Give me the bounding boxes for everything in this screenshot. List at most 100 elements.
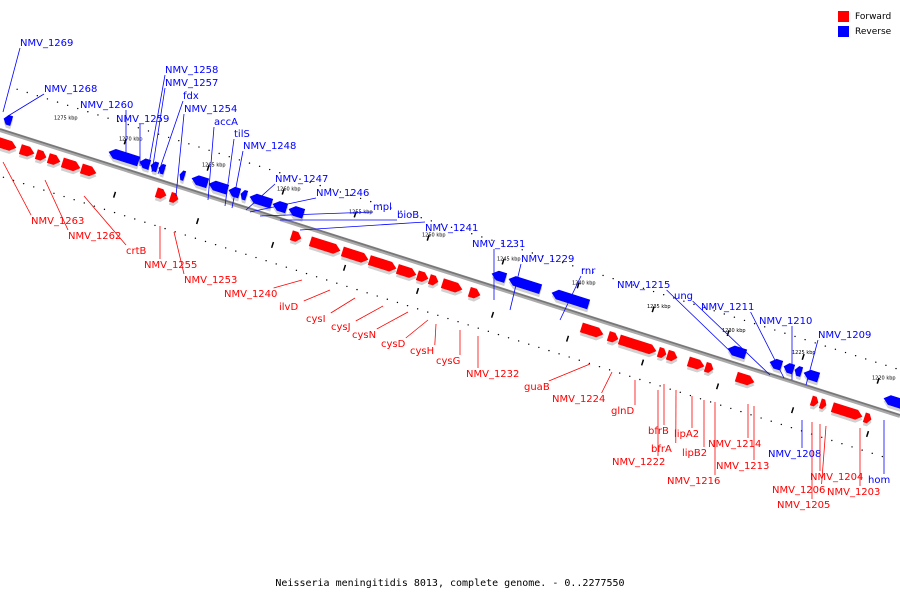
- scale-dot: [265, 260, 267, 262]
- gene-label: cysN: [352, 330, 376, 341]
- gene-leader-line: [147, 74, 166, 171]
- major-tick: [876, 377, 880, 384]
- scale-dot: [548, 349, 550, 352]
- scale-dot: [740, 410, 742, 413]
- scale-dot: [733, 316, 736, 318]
- scale-dot: [339, 191, 342, 193]
- gene-face: [3, 114, 14, 126]
- scale-dot: [329, 188, 332, 190]
- gene-label: glnD: [611, 406, 634, 417]
- scale-dot: [127, 123, 129, 126]
- scale-dot: [881, 455, 884, 458]
- scale-dot: [467, 324, 469, 326]
- gene-face: [395, 264, 417, 278]
- scale-dot: [652, 290, 655, 293]
- gene-label: NMV_1254: [184, 104, 237, 115]
- reverse-swatch: [838, 26, 849, 37]
- scale-dot: [642, 287, 645, 290]
- scale-dot: [501, 242, 503, 245]
- reverse-gene: [769, 358, 784, 374]
- gene-label: guaB: [524, 382, 550, 393]
- scale-dot: [713, 310, 715, 312]
- major-tick: [415, 287, 420, 295]
- scale-dot: [63, 195, 65, 198]
- gene-label: NMV_1222: [612, 457, 665, 468]
- scale-dot: [865, 358, 867, 360]
- scale-dot: [497, 333, 500, 336]
- scale-dot: [349, 194, 352, 196]
- scale-dot: [315, 276, 318, 278]
- gene-label: NMV_1224: [552, 394, 605, 405]
- scale-dot: [390, 207, 392, 209]
- gene-label: NMV_1257: [165, 78, 218, 89]
- major-tick: [206, 164, 210, 171]
- gene-face: [794, 366, 804, 377]
- scale-dot: [33, 186, 35, 188]
- gene-label: NMV_1213: [716, 461, 769, 472]
- forward-gene: [308, 236, 341, 257]
- scale-dot: [380, 204, 382, 206]
- scale-dot: [268, 168, 271, 171]
- scale-dot: [386, 298, 389, 300]
- gene-label: bfrB: [648, 426, 669, 437]
- gene-face: [79, 163, 97, 177]
- gene-label: cysG: [436, 356, 460, 367]
- scale-dot: [720, 404, 722, 406]
- scale-dot: [460, 229, 463, 232]
- scale-dot: [406, 304, 409, 307]
- scale-dot: [275, 263, 277, 265]
- gene-label: NMV_1246: [316, 188, 369, 199]
- scale-dot: [430, 220, 433, 222]
- gene-leader-line: [330, 297, 356, 314]
- scale-dot: [400, 210, 402, 212]
- scale-dot: [693, 303, 695, 306]
- forward-gene: [686, 356, 705, 373]
- forward-gene: [367, 254, 397, 275]
- scale-dot: [491, 239, 493, 241]
- scale-dot: [531, 252, 534, 254]
- major-tick: [270, 241, 275, 249]
- scale-dot: [528, 343, 530, 345]
- scale-dot: [113, 211, 116, 214]
- scale-dot: [103, 208, 106, 211]
- scale-dot: [46, 98, 49, 100]
- scale-dot: [376, 295, 378, 297]
- gene-label: NMV_1214: [708, 439, 761, 450]
- scale-dot: [538, 346, 540, 349]
- gene-face: [809, 395, 819, 407]
- gene-leader-line: [405, 319, 429, 339]
- forward-gene: [809, 395, 819, 410]
- reverse-gene: [179, 170, 187, 185]
- scale-dot: [774, 329, 776, 331]
- scale-tick-label: 1260 kbp: [277, 187, 301, 193]
- backbone-shadow: [0, 128, 900, 418]
- scale-dot: [541, 255, 544, 257]
- scale-dot: [396, 301, 399, 304]
- scale-dot: [612, 277, 614, 280]
- forward-gene: [734, 371, 755, 389]
- gene-face: [830, 402, 863, 420]
- scale-dot: [750, 414, 752, 416]
- forward-gene: [703, 361, 714, 377]
- scale-dot: [669, 388, 671, 390]
- gene-leader-line: [666, 289, 735, 356]
- reverse-gene: [208, 180, 230, 198]
- scale-dot: [440, 223, 443, 225]
- scale-dot: [821, 436, 823, 438]
- gene-leader-line: [173, 231, 185, 275]
- gene-label: ung: [674, 291, 693, 302]
- scale-dot: [420, 216, 422, 219]
- scale-tick-label: 1220 kbp: [872, 376, 896, 382]
- scale-dot: [326, 279, 328, 281]
- gene-label: NMV_1211: [701, 302, 754, 313]
- gene-face: [427, 274, 439, 286]
- scale-dot: [517, 340, 520, 342]
- scale-dot: [834, 348, 837, 351]
- gene-leader-line: [231, 150, 244, 209]
- legend-reverse-label: Reverse: [855, 26, 892, 37]
- scale-dot: [73, 199, 75, 201]
- gene-label: NMV_1208: [768, 449, 821, 460]
- scale-dot: [356, 288, 358, 291]
- scale-tick-label: 1250 kbp: [422, 233, 446, 239]
- scale-dot: [794, 335, 796, 338]
